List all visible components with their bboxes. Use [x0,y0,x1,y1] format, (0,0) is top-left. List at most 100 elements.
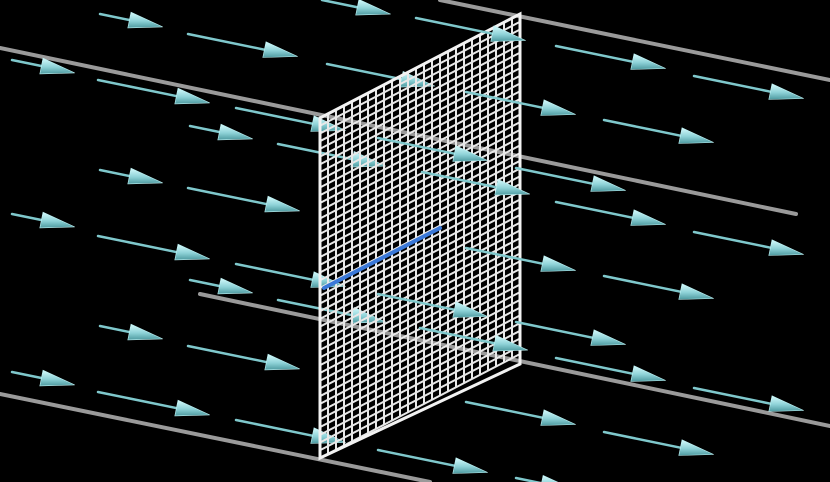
arrow-head [452,457,488,474]
field-arrow [602,430,714,456]
arrow-shaft [325,62,403,81]
grid-horizontal-line [320,314,520,421]
field-arrow [376,136,488,162]
grid-horizontal-line [320,82,520,189]
grid-lines [320,14,520,458]
grid-horizontal-line [320,144,520,251]
grid-horizontal-line [320,214,520,320]
arrow-shaft [96,234,178,254]
arrow-shaft [376,292,456,311]
arrow-shaft [418,326,496,345]
field-arrow [188,277,253,295]
field-arrow [96,390,210,417]
arrow-shaft [188,124,221,134]
field-arrow [692,230,804,256]
grid-horizontal-line [320,152,520,258]
arrow-shaft [98,12,131,22]
grid-horizontal-line [320,353,520,458]
field-arrow [10,57,75,75]
arrow-shaft [186,186,268,206]
arrow-shaft [514,320,594,339]
grid-horizontal-line [320,306,520,413]
arrow-shaft [98,168,131,178]
arrow-shaft [692,386,772,405]
arrow-head [39,369,75,387]
grid-horizontal-line [320,105,520,212]
arrow-head [768,395,804,412]
arrow-head [217,123,253,141]
arrow-head [39,211,75,229]
arrow-shaft [10,370,43,380]
arrow-shaft [514,166,594,185]
grid-horizontal-line [320,129,520,235]
arrow-head [127,167,163,185]
arrow-shaft [602,118,682,137]
field-arrow [414,16,526,42]
arrow-head [174,399,210,417]
arrow-head [127,323,163,341]
grid-frame [318,11,522,461]
grid-horizontal-line [320,28,520,135]
field-arrow [186,32,298,58]
rail [198,292,830,428]
arrow-shaft [186,32,266,51]
arrow-shaft [276,298,354,317]
grid-horizontal-line [320,260,520,367]
field-arrow [464,90,576,116]
arrow-head [174,243,210,261]
grid-horizontal-line [320,198,520,305]
arrow-shaft [514,476,542,482]
field-arrow [514,166,626,192]
field-arrow [602,118,714,144]
field-arrow [186,344,300,371]
grid-horizontal-line [320,299,520,405]
grid-horizontal-line [320,167,520,274]
arrow-head [452,145,488,162]
grid-horizontal-line [320,283,520,390]
arrow-shaft [186,344,268,364]
arrow-head [541,474,559,482]
arrow-head [678,439,714,456]
field-arrow [420,170,530,196]
grid-horizontal-line [320,59,520,166]
grid-horizontal-line [320,190,520,297]
arrow-head [540,409,576,426]
grid-horizontal-line [320,237,520,343]
arrow-shaft [234,262,314,281]
arrow-head [490,25,526,42]
field-arrow [554,356,666,382]
arrow-shaft [554,44,634,63]
arrow-head [540,99,576,116]
field-arrow [692,386,804,412]
grid-horizontal-line [320,136,520,243]
arrow-head [494,178,530,196]
arrow-head [174,87,210,105]
arrow-shaft [554,200,634,219]
field-arrow [234,418,346,444]
arrow-shaft [98,324,131,334]
field-arrow [418,326,528,352]
arrow-head [262,41,298,58]
arrow-head [492,334,528,352]
wire-mesh-grid [318,11,522,461]
arrow-shaft [234,418,314,437]
field-arrow [96,234,210,261]
arrow-head [768,239,804,256]
grid-horizontal-line [320,221,520,328]
grid-horizontal-line [320,329,520,436]
field-arrow [514,474,559,482]
grid-horizontal-line [320,291,520,398]
arrow-head [540,255,576,272]
field-arrow [276,142,386,168]
grid-horizontal-line [320,36,520,143]
field-arrow [186,186,300,213]
arrow-head [768,83,804,100]
field-arrow [98,11,163,29]
grid-horizontal-line [320,268,520,374]
grid-horizontal-line [320,113,520,220]
grid-horizontal-line [320,67,520,173]
field-arrow [376,292,488,318]
arrow-head [630,209,666,226]
arrow-shaft [320,0,359,9]
field-arrow [464,246,576,272]
